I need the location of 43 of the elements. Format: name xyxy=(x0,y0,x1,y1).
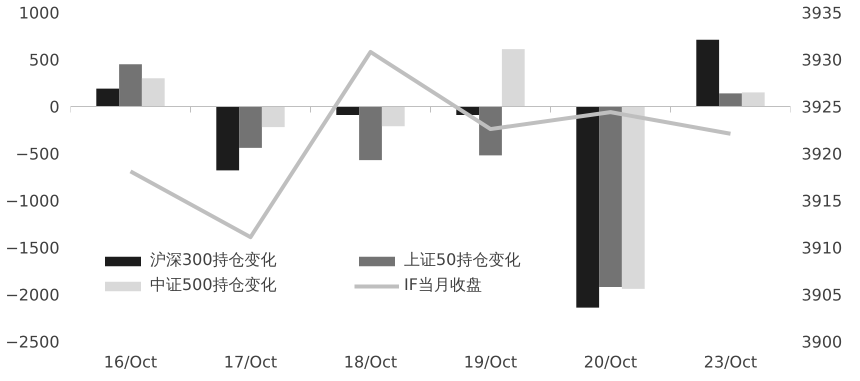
bar xyxy=(576,106,600,308)
bar xyxy=(262,106,285,128)
bar xyxy=(719,93,742,106)
bar xyxy=(382,106,405,126)
bar xyxy=(502,49,525,106)
y2-tick-label: 3905 xyxy=(802,286,842,304)
bar xyxy=(119,64,142,106)
bar xyxy=(96,88,120,106)
x-tick-label: 20/Oct xyxy=(584,352,638,372)
x-tick-label: 17/Oct xyxy=(224,352,278,372)
y2-tick-label: 3915 xyxy=(802,192,842,210)
legend-label: 沪深300持仓变化 xyxy=(150,250,278,271)
y2-tick-label: 3935 xyxy=(802,4,842,22)
y-tick-label: 500 xyxy=(28,50,60,70)
x-tick-label: 23/Oct xyxy=(704,352,758,372)
y-tick-label: −500 xyxy=(16,144,60,164)
bar xyxy=(142,78,165,106)
y-tick-label: −2000 xyxy=(5,286,60,304)
bar xyxy=(742,92,765,106)
x-tick-label: 16/Oct xyxy=(104,352,158,372)
bar xyxy=(599,106,622,287)
bar xyxy=(359,106,382,160)
y-tick-label: −2500 xyxy=(5,332,60,352)
y2-tick-label: 3920 xyxy=(802,144,842,164)
bar xyxy=(216,106,240,170)
legend-label: 上证50持仓变化 xyxy=(404,250,522,271)
y2-tick-label: 3910 xyxy=(802,238,842,258)
legend-label: IF当月收盘 xyxy=(404,275,483,296)
bar xyxy=(696,40,720,106)
y2-tick-label: 3925 xyxy=(802,98,842,116)
y-tick-label: −1500 xyxy=(5,238,60,258)
y2-tick-label: 3900 xyxy=(802,332,842,352)
y-tick-label: 0 xyxy=(49,98,60,116)
bar xyxy=(239,106,262,148)
legend-label: 中证500持仓变化 xyxy=(150,275,278,296)
x-tick-label: 18/Oct xyxy=(344,352,398,372)
y-tick-label: 1000 xyxy=(18,4,60,22)
x-tick-label: 19/Oct xyxy=(464,352,518,372)
bar xyxy=(336,106,360,115)
bar xyxy=(622,106,645,289)
bar xyxy=(479,106,502,156)
y-tick-label: −1000 xyxy=(5,192,60,210)
y2-tick-label: 3930 xyxy=(802,50,842,70)
